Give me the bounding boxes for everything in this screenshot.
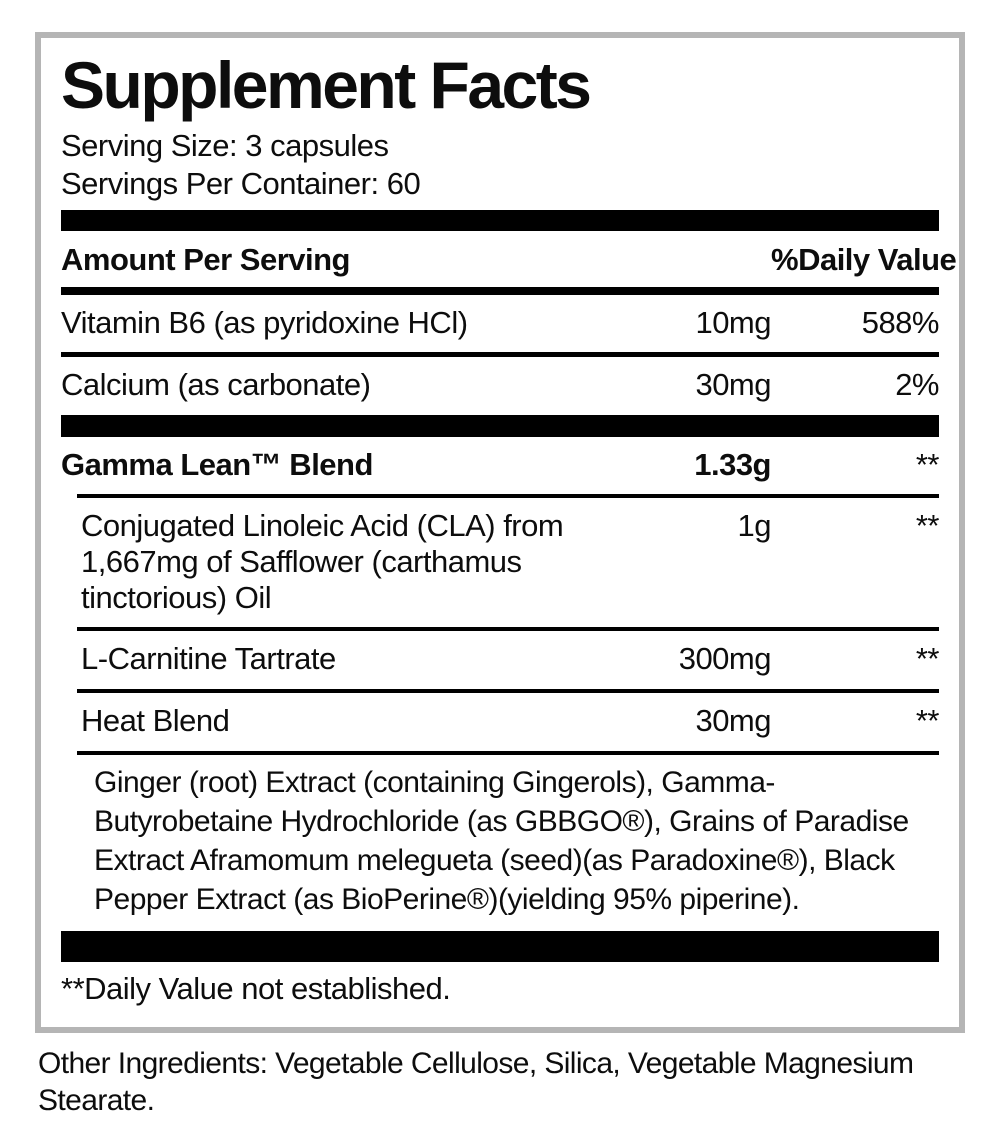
column-header-amount-per-serving: Amount Per Serving: [61, 241, 351, 277]
table-row-vitamin-b6: Vitamin B6 (as pyridoxine HCl) 10mg 588%: [61, 295, 940, 353]
serving-size-text: Serving Size: 3 capsules: [61, 128, 389, 164]
nutrient-amount: 30mg: [695, 703, 771, 739]
nutrient-name-line2: 1,667mg of Safflower (carthamus tinctori…: [81, 544, 522, 615]
nutrient-dv: **: [915, 703, 940, 739]
servings-per-container-text: Servings Per Container: 60: [61, 166, 421, 202]
nutrient-name: L-Carnitine Tartrate: [81, 641, 336, 677]
table-header-row: Amount Per Serving %Daily Value: [61, 231, 957, 287]
table-row-calcium: Calcium (as carbonate) 30mg 2%: [61, 357, 940, 415]
nutrient-name-line1: Conjugated Linoleic Acid (CLA) from: [81, 508, 564, 544]
nutrient-dv: **: [915, 508, 940, 544]
nutrient-amount: 300mg: [678, 641, 772, 677]
nutrient-amount: 30mg: [695, 367, 771, 403]
nutrient-dv: **: [915, 641, 940, 677]
supplement-facts-panel: Supplement Facts Serving Size: 3 capsule…: [35, 32, 965, 1033]
blend-amount: 1.33g: [694, 446, 771, 482]
table-row-l-carnitine: L-Carnitine Tartrate 300mg **: [61, 631, 940, 689]
table-row-cla: Conjugated Linoleic Acid (CLA) from 1,66…: [61, 498, 940, 627]
nutrient-amount: 1g: [737, 508, 772, 544]
other-ingredients-text: Other Ingredients: Vegetable Cellulose, …: [38, 1046, 914, 1118]
nutrient-name: Calcium (as carbonate): [61, 367, 371, 403]
column-header-daily-value: %Daily Value: [771, 241, 957, 277]
panel-title: Supplement Facts: [61, 48, 592, 122]
sub-row-rule: [77, 750, 939, 755]
table-row-gamma-lean-blend: Gamma Lean™ Blend 1.33g **: [61, 437, 940, 495]
daily-value-footnote: **Daily Value not established.: [61, 970, 451, 1006]
heat-blend-description: Ginger (root) Extract (containing Ginger…: [94, 765, 909, 916]
row-rule: [61, 352, 939, 358]
divider-bar-top: [61, 209, 939, 231]
sub-row-rule: [77, 494, 939, 499]
nutrient-dv: 2%: [895, 367, 939, 403]
divider-bar-blend: [61, 414, 939, 437]
sub-row-rule: [77, 627, 939, 632]
sub-row-rule: [77, 689, 939, 694]
divider-bar-bottom: [61, 930, 939, 962]
blend-name: Gamma Lean™ Blend: [61, 446, 373, 482]
nutrient-amount: 10mg: [695, 304, 771, 340]
header-rule: [61, 286, 939, 295]
blend-dv: **: [915, 446, 940, 482]
nutrient-name: Conjugated Linoleic Acid (CLA) from 1,66…: [61, 508, 661, 615]
nutrient-name: Vitamin B6 (as pyridoxine HCl): [61, 304, 468, 340]
nutrient-dv: 588%: [861, 304, 940, 340]
table-row-heat-blend: Heat Blend 30mg **: [61, 693, 940, 751]
nutrient-name: Heat Blend: [81, 703, 230, 739]
